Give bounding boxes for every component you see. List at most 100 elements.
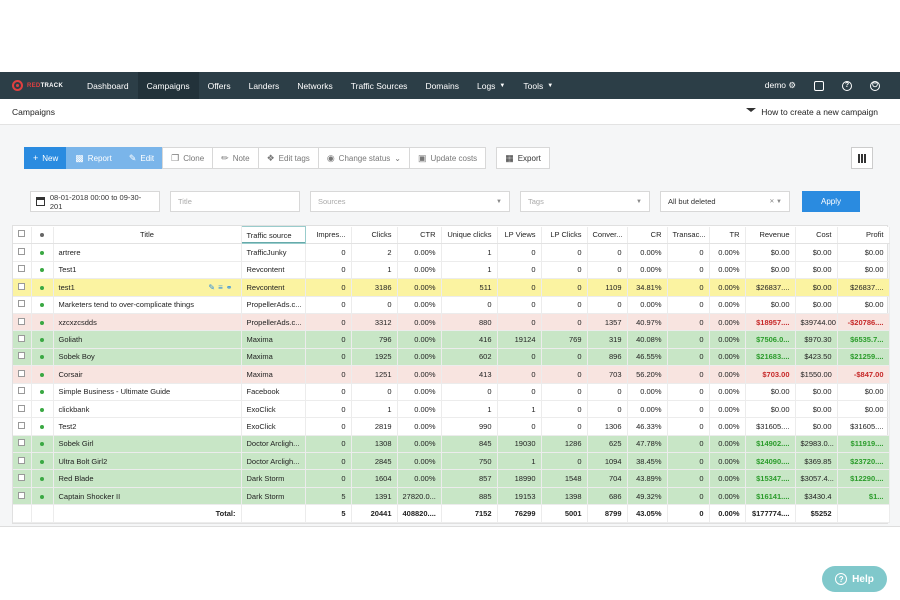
row-checkbox[interactable] xyxy=(13,469,32,488)
table-cell: 0.00% xyxy=(709,313,746,332)
row-checkbox[interactable] xyxy=(13,243,32,262)
table-cell: TrafficJunky xyxy=(241,243,306,262)
table-row[interactable]: Goliath Maxima 0 796 0.00% 416 19124 769 319 40.0… xyxy=(13,330,890,349)
column-header[interactable]: Unique clicks xyxy=(441,226,498,245)
column-header[interactable]: Cost xyxy=(795,226,838,245)
row-checkbox[interactable] xyxy=(13,435,32,454)
nav-tools[interactable]: Tools ▼ xyxy=(514,72,562,99)
column-header[interactable]: Revenue xyxy=(745,226,796,245)
row-checkbox[interactable] xyxy=(13,452,32,471)
column-header[interactable]: LP Clicks xyxy=(541,226,588,245)
how-to-link[interactable]: How to create a new campaign xyxy=(746,107,888,117)
column-header[interactable]: CR xyxy=(627,226,668,245)
table-cell: Revcontent xyxy=(241,278,306,297)
nav-campaigns[interactable]: Campaigns xyxy=(137,72,199,99)
sources-select[interactable]: Sources ▼ xyxy=(310,191,510,212)
title-filter-input[interactable]: Title xyxy=(170,191,300,212)
table-row[interactable]: Captain Shocker II Dark Storm 5 1391 27820.0… xyxy=(13,487,890,506)
active-status-icon xyxy=(40,477,44,482)
table-cell: 1925 xyxy=(351,348,398,367)
edit-button[interactable]: ✎ Edit xyxy=(119,147,164,169)
clone-button[interactable]: ❐ Clone xyxy=(162,147,214,169)
column-header[interactable]: Impres... xyxy=(305,226,352,245)
table-cell: 0 xyxy=(667,313,710,332)
table-row[interactable]: Simple Business - Ultimate Guide Facebook… xyxy=(13,383,890,401)
table-row[interactable]: Marketers tend to over-complicate things… xyxy=(13,296,890,314)
table-row[interactable]: Ultra Bolt Girl2 Doctor Arcligh... 0 2845 0.… xyxy=(13,452,890,471)
table-cell: 0 xyxy=(667,365,710,384)
column-header[interactable]: TR xyxy=(709,226,746,245)
select-all-checkbox[interactable] xyxy=(13,226,32,245)
column-header[interactable]: Transac... xyxy=(667,226,710,245)
row-checkbox[interactable] xyxy=(13,487,32,506)
table-row[interactable]: ✎≡⚭ test1 Revcontent 0 3186 0.00% 511 0 0 1109 34.… xyxy=(13,278,890,297)
table-cell: 0.00% xyxy=(709,435,746,454)
status-column-header xyxy=(31,226,54,245)
update-costs-button[interactable]: ▣ Update costs xyxy=(408,147,487,169)
column-header[interactable]: CTR xyxy=(397,226,442,245)
table-header-row: Title Traffic source Impres... Clicks CT… xyxy=(13,225,890,245)
power-icon[interactable]: ⏻ xyxy=(870,80,880,91)
table-cell: 0.00% xyxy=(397,417,442,436)
row-checkbox[interactable] xyxy=(13,330,32,349)
columns-button[interactable] xyxy=(851,147,873,169)
table-row[interactable]: Sobek Girl Doctor Arcligh... 0 1308 0.00% 845… xyxy=(13,435,890,454)
table-cell: Revcontent xyxy=(241,261,306,280)
nav-dashboard[interactable]: Dashboard xyxy=(78,72,138,99)
row-checkbox[interactable] xyxy=(13,417,32,436)
table-cell: 0 xyxy=(497,365,542,384)
table-cell: 2845 xyxy=(351,452,398,471)
rss-icon[interactable] xyxy=(814,80,824,91)
table-row[interactable]: Test1 Revcontent 0 1 0.00% 1 0 0 0 0.00% 0 0.00% $0.… xyxy=(13,261,890,280)
table-cell: 0.00% xyxy=(627,400,668,419)
column-header[interactable]: Title xyxy=(53,226,242,245)
nav-landers[interactable]: Landers xyxy=(240,72,289,99)
change-status-button[interactable]: ◉ Change status ⌄ xyxy=(317,147,410,169)
table-cell: 1548 xyxy=(541,469,588,488)
logo[interactable]: REDTRACK xyxy=(0,80,78,91)
nav-offers[interactable]: Offers xyxy=(199,72,240,99)
nav-traffic-sources-label: Traffic Sources xyxy=(350,80,408,91)
row-checkbox[interactable] xyxy=(13,278,32,297)
table-cell: $21259.... xyxy=(837,348,890,367)
row-checkbox[interactable] xyxy=(13,261,32,280)
user-menu[interactable]: demo ⚙ xyxy=(765,80,796,91)
export-label: Export xyxy=(517,153,541,163)
table-row[interactable]: artrere TrafficJunky 0 2 0.00% 1 0 0 0 0.00% 0 0.00… xyxy=(13,243,890,262)
row-action-icons[interactable]: ✎≡⚭ xyxy=(208,282,236,292)
table-row[interactable]: xzcxzcsdds PropellerAds.c... 0 3312 0.00% 880… xyxy=(13,313,890,332)
column-header[interactable]: LP Views xyxy=(497,226,542,245)
export-button[interactable]: ▦ Export xyxy=(496,147,550,169)
table-cell: 1 xyxy=(351,400,398,419)
table-row[interactable]: Sobek Boy Maxima 0 1925 0.00% 602 0 0 896 46.55% 0… xyxy=(13,348,890,367)
table-row[interactable]: clickbank ExoClick 0 1 0.00% 1 1 0 0 0.00% 0 0.00% $… xyxy=(13,400,890,419)
table-row[interactable]: Red Blade Dark Storm 0 1604 0.00% 857 18990 154… xyxy=(13,469,890,488)
help-circle-icon[interactable]: ? xyxy=(842,80,852,91)
apply-button[interactable]: Apply xyxy=(802,191,860,212)
new-button[interactable]: + New xyxy=(24,147,68,169)
nav-traffic-sources[interactable]: Traffic Sources xyxy=(342,72,417,99)
table-row[interactable]: Corsair Maxima 0 1251 0.00% 413 0 0 703 56.20% 0 0.… xyxy=(13,365,890,384)
help-button[interactable]: ? Help xyxy=(822,566,887,592)
nav-logs[interactable]: Logs ▼ xyxy=(468,72,514,99)
date-range-picker[interactable]: 08-01-2018 00:00 to 09-30-201 xyxy=(30,191,160,212)
report-button[interactable]: ▩ Report xyxy=(66,147,121,169)
row-checkbox[interactable] xyxy=(13,383,32,401)
edit-tags-button[interactable]: ❖ Edit tags xyxy=(257,147,319,169)
row-checkbox[interactable] xyxy=(13,296,32,314)
column-header[interactable]: Profit xyxy=(837,226,890,245)
row-checkbox[interactable] xyxy=(13,313,32,332)
status-select[interactable]: All but deleted ✕ ▼ xyxy=(660,191,790,212)
row-checkbox[interactable] xyxy=(13,365,32,384)
column-header[interactable]: Conver... xyxy=(587,226,628,245)
column-header[interactable]: Traffic source xyxy=(240,225,306,245)
table-cell: 0.00% xyxy=(397,383,442,401)
tags-select[interactable]: Tags ▼ xyxy=(520,191,650,212)
column-header[interactable]: Clicks xyxy=(351,226,398,245)
row-checkbox[interactable] xyxy=(13,400,32,419)
table-row[interactable]: Test2 ExoClick 0 2819 0.00% 990 0 0 1306 46.33% 0 0… xyxy=(13,417,890,436)
nav-networks[interactable]: Networks xyxy=(288,72,341,99)
row-checkbox[interactable] xyxy=(13,348,32,367)
note-button[interactable]: ✏ Note xyxy=(212,147,259,169)
nav-domains[interactable]: Domains xyxy=(416,72,468,99)
